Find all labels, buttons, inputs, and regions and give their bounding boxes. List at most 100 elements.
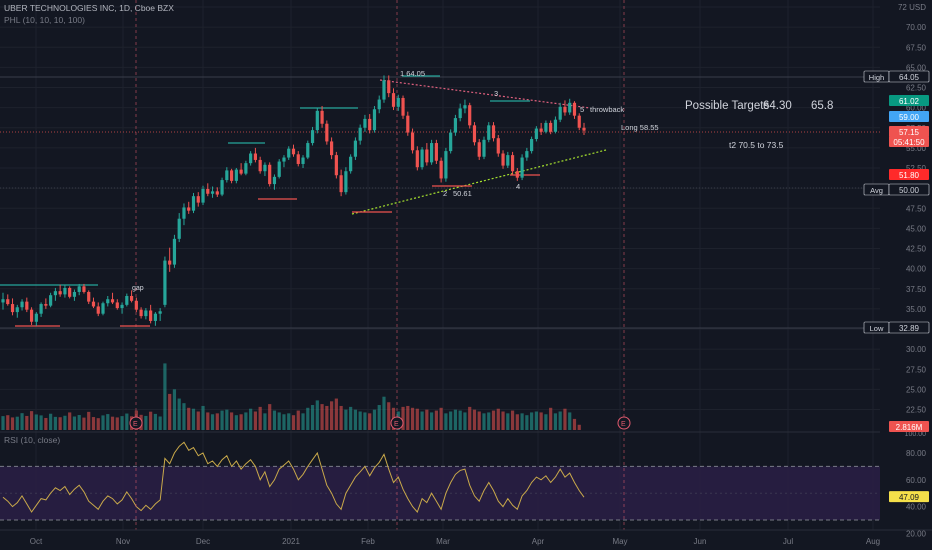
volume-bar xyxy=(49,413,53,430)
candle-body xyxy=(272,176,277,185)
time-axis[interactable]: Oct Nov Dec 2021 Feb Mar Apr May Jun Jul Aug xyxy=(0,529,932,546)
price-tick-label: 55.00 xyxy=(906,144,927,153)
candle-body xyxy=(68,287,72,297)
price-label-value: 51.80 xyxy=(899,171,920,180)
volume-bar xyxy=(87,411,91,430)
time-tick-label: Oct xyxy=(30,537,43,546)
candle-body xyxy=(472,125,477,143)
volume-bar xyxy=(144,415,148,430)
volume-bar xyxy=(320,404,324,430)
volume-last-box xyxy=(889,421,929,432)
candle-body xyxy=(58,291,62,295)
price-axis[interactable]: 72 USD70.0067.5065.0062.5060.0057.5055.0… xyxy=(863,0,932,550)
price-label-value: 64.05 xyxy=(899,73,920,82)
candle-body xyxy=(106,299,110,304)
volume-bar xyxy=(501,411,505,430)
candle-body xyxy=(387,80,391,94)
candle-body xyxy=(210,191,215,194)
candle-body xyxy=(563,106,567,113)
candle-body xyxy=(234,169,238,181)
price-tick-label: 70.00 xyxy=(906,23,927,32)
annotation-text: 65.8 xyxy=(811,100,833,112)
rsi-last-box xyxy=(889,491,929,503)
price-label-value: 50.00 xyxy=(899,186,920,195)
rsi-tick-label: 20.00 xyxy=(906,529,927,538)
volume-bar xyxy=(296,410,300,430)
candle-body xyxy=(496,138,500,154)
price-label-box xyxy=(889,126,929,137)
volume-bar xyxy=(1,416,5,430)
candle-body xyxy=(158,311,162,314)
candle-body xyxy=(29,309,34,322)
volume-bar xyxy=(530,412,534,430)
candle-body xyxy=(25,301,29,310)
candle-body xyxy=(134,300,138,310)
price-tick-label: 42.50 xyxy=(906,245,927,254)
candle-body xyxy=(296,154,300,164)
indicator-title[interactable]: PHL (10, 10, 10, 100) xyxy=(4,15,85,25)
candle-body xyxy=(139,309,143,317)
volume-bar xyxy=(34,414,38,430)
price-label-value: 32.89 xyxy=(899,324,920,333)
volume-bar xyxy=(382,396,386,430)
rsi-tick-label: 80.00 xyxy=(906,449,927,458)
candle-body xyxy=(506,155,510,166)
volume-bar xyxy=(534,411,538,430)
price-label-box xyxy=(889,136,929,147)
volume-bar xyxy=(496,408,500,430)
volume-bar xyxy=(263,413,267,430)
candle-body xyxy=(501,153,505,166)
volume-bar xyxy=(244,412,248,430)
price-tick-label: 22.50 xyxy=(906,406,927,415)
candle-body xyxy=(406,115,410,133)
price-tick-label: 65.00 xyxy=(906,63,927,72)
candle-body xyxy=(249,153,253,164)
volume-bar xyxy=(353,409,358,430)
annotation-text: 5 xyxy=(580,105,584,114)
volume-bar xyxy=(406,405,410,430)
candle-body xyxy=(82,286,86,292)
annotation-text: gap xyxy=(132,285,144,292)
price-label-tag-text: Avg xyxy=(870,186,883,195)
symbol-title[interactable]: UBER TECHNOLOGIES INC, 1D, Cboe BZX xyxy=(4,3,174,13)
rsi-line xyxy=(2,441,585,513)
candle-body xyxy=(410,132,415,151)
grid-lines xyxy=(0,0,880,530)
candle-body xyxy=(153,313,157,321)
annotation-text: Long 58.55 xyxy=(621,123,659,132)
volume-bar xyxy=(177,398,181,430)
volume-bar xyxy=(463,412,467,430)
rsi-title[interactable]: RSI (10, close) xyxy=(4,435,60,445)
volume-bar xyxy=(149,411,153,430)
volume-bar xyxy=(220,410,224,430)
volume-bar xyxy=(334,398,338,430)
volume-bar xyxy=(82,417,86,430)
candle-body xyxy=(491,125,496,139)
candle-body xyxy=(544,122,548,132)
candle-body xyxy=(320,110,324,124)
volume-bar xyxy=(301,413,305,430)
volume-bar xyxy=(520,413,524,430)
volume-bar xyxy=(253,411,258,430)
volume-bar xyxy=(358,411,362,430)
volume-bar xyxy=(434,410,438,430)
candle-body xyxy=(91,301,96,307)
volume-bar xyxy=(158,416,162,430)
candle-body xyxy=(34,313,38,322)
price-label-box xyxy=(888,321,930,334)
candle-body xyxy=(72,291,77,297)
volume-bar xyxy=(325,405,329,430)
candle-body xyxy=(358,127,362,141)
candle-body xyxy=(282,157,286,162)
volume-bar xyxy=(544,414,548,430)
price-tick-label: 35.00 xyxy=(906,305,927,314)
price-label-tag-text: High xyxy=(869,73,884,82)
volume-bar xyxy=(291,415,296,430)
volume-bar xyxy=(515,414,519,430)
candle-body xyxy=(468,105,472,126)
volume-bar xyxy=(96,418,100,430)
volume-bar xyxy=(368,413,372,430)
rsi-last-value: 47.09 xyxy=(899,493,920,502)
